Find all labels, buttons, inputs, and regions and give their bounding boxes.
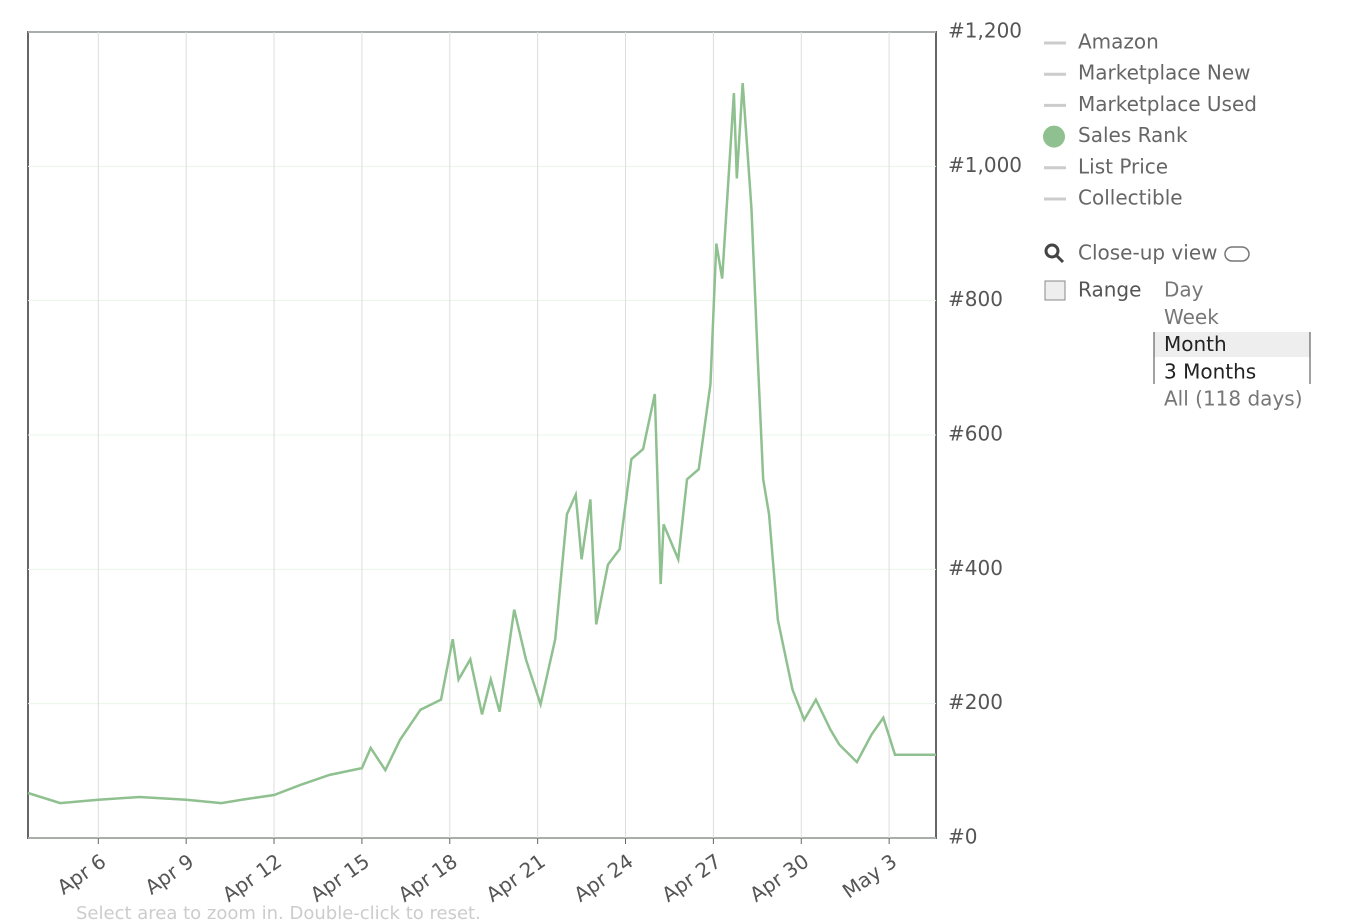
x-tick-label: Apr 18	[394, 849, 462, 907]
range-label[interactable]: Range	[1078, 278, 1141, 302]
x-tick-label: Apr 6	[53, 849, 111, 899]
y-tick-label: #800	[948, 287, 1003, 311]
y-tick-label: #1,200	[948, 19, 1022, 43]
search-icon	[1044, 243, 1060, 259]
legend-item[interactable]: Sales Rank	[1078, 123, 1188, 147]
sales-rank-line	[27, 82, 936, 805]
x-tick-label: Apr 9	[140, 849, 198, 899]
y-tick-label: #200	[948, 690, 1003, 714]
y-tick-label: #1,000	[948, 153, 1022, 177]
y-tick-label: #400	[948, 556, 1003, 580]
calendar-icon	[1044, 280, 1066, 301]
legend-item[interactable]: Collectible	[1078, 186, 1183, 210]
x-tick-label: Apr 21	[482, 849, 550, 907]
legend-item[interactable]: Amazon	[1078, 30, 1159, 54]
y-tick-label: #0	[948, 825, 977, 849]
hint: Select area to zoom in. Double-click to …	[76, 903, 481, 920]
legend-item[interactable]: Marketplace New	[1078, 61, 1251, 85]
y-tick-label: #600	[948, 422, 1003, 446]
range-option[interactable]: Week	[1164, 305, 1219, 329]
legend-dot[interactable]	[1043, 125, 1065, 148]
legend-item[interactable]: Marketplace Used	[1078, 92, 1257, 116]
x-tick-label: Apr 30	[745, 849, 813, 907]
range-option[interactable]: All (118 days)	[1164, 387, 1303, 411]
x-tick-label: Apr 12	[218, 849, 286, 907]
search-icon	[1055, 254, 1065, 264]
x-tick-label: Apr 27	[657, 849, 725, 907]
range-option[interactable]: Month	[1164, 332, 1227, 356]
x-tick-label: May 3	[838, 849, 901, 903]
x-tick-label: Apr 15	[306, 849, 374, 907]
range-option[interactable]: 3 Months	[1164, 359, 1256, 383]
legend-item[interactable]: List Price	[1078, 154, 1168, 178]
x-tick-label: Apr 24	[569, 849, 637, 907]
range-highlight	[1154, 332, 1310, 357]
close-up-label[interactable]: Close-up view	[1078, 241, 1217, 265]
range-option[interactable]: Day	[1164, 278, 1204, 302]
toggle[interactable]	[1224, 246, 1250, 262]
